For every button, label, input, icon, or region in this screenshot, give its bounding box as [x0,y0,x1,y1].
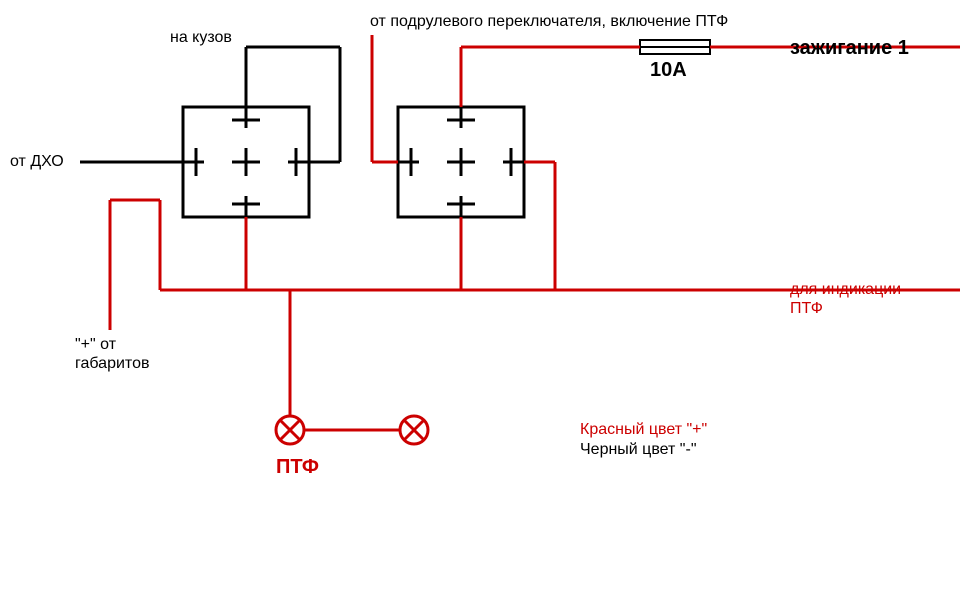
lamp-1 [276,416,304,444]
label-switch: от подрулевого переключателя, включение … [370,12,728,31]
label-body: на кузов [170,28,232,47]
label-fuse: 10А [650,58,687,82]
lamp-2 [400,416,428,444]
label-dho: от ДХО [10,152,64,171]
wires-red [110,35,960,430]
legend-black: Черный цвет "-" [580,440,697,459]
label-gabarit: "+" от габаритов [75,335,149,373]
label-ptf: ПТФ [276,455,319,479]
wires-black [80,47,340,162]
relay-2 [398,107,524,217]
legend-red: Красный цвет "+" [580,420,707,439]
label-ignition: зажигание 1 [790,36,909,60]
relay-1 [183,107,309,217]
fuse-10a [640,40,710,54]
label-indicator: для индикации ПТФ [790,280,901,318]
